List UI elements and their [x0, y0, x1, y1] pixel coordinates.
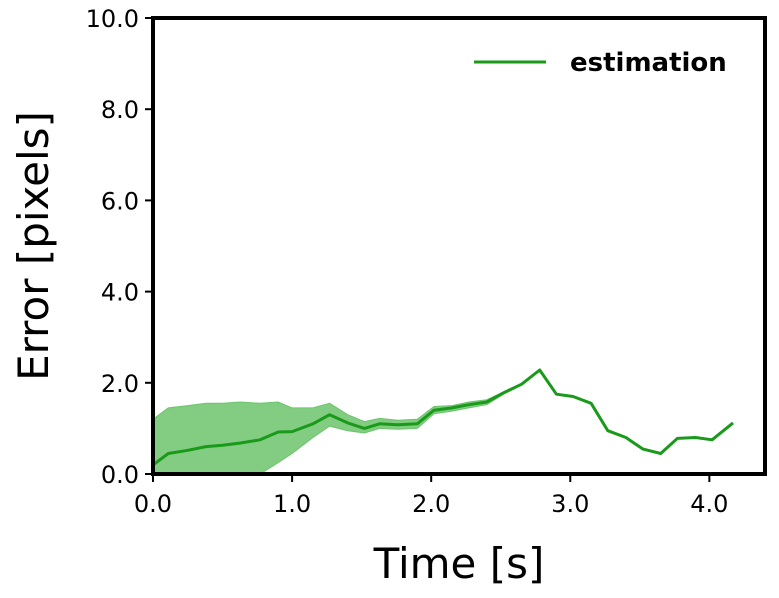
legend-label-estimation: estimation [570, 48, 727, 78]
plot-frame [151, 16, 767, 476]
y-tick-label: 10.0 [86, 5, 139, 33]
series-line-estimation [152, 368, 734, 467]
x-tick-label: 0.0 [134, 490, 172, 518]
x-tick-label: 1.0 [273, 490, 311, 518]
x-tick-label: 4.0 [690, 490, 728, 518]
x-axis-label: Time [s] [373, 539, 545, 588]
legend: estimation [474, 48, 727, 78]
y-axis-label: Error [pixels] [9, 111, 58, 381]
x-tick-label: 3.0 [551, 490, 589, 518]
y-tick-label: 0.0 [101, 461, 139, 489]
confidence-band [152, 369, 734, 475]
x-tick-label: 2.0 [412, 490, 450, 518]
y-tick-label: 8.0 [101, 96, 139, 124]
y-tick-label: 4.0 [101, 279, 139, 307]
y-tick-label: 2.0 [101, 370, 139, 398]
y-tick-label: 6.0 [101, 187, 139, 215]
